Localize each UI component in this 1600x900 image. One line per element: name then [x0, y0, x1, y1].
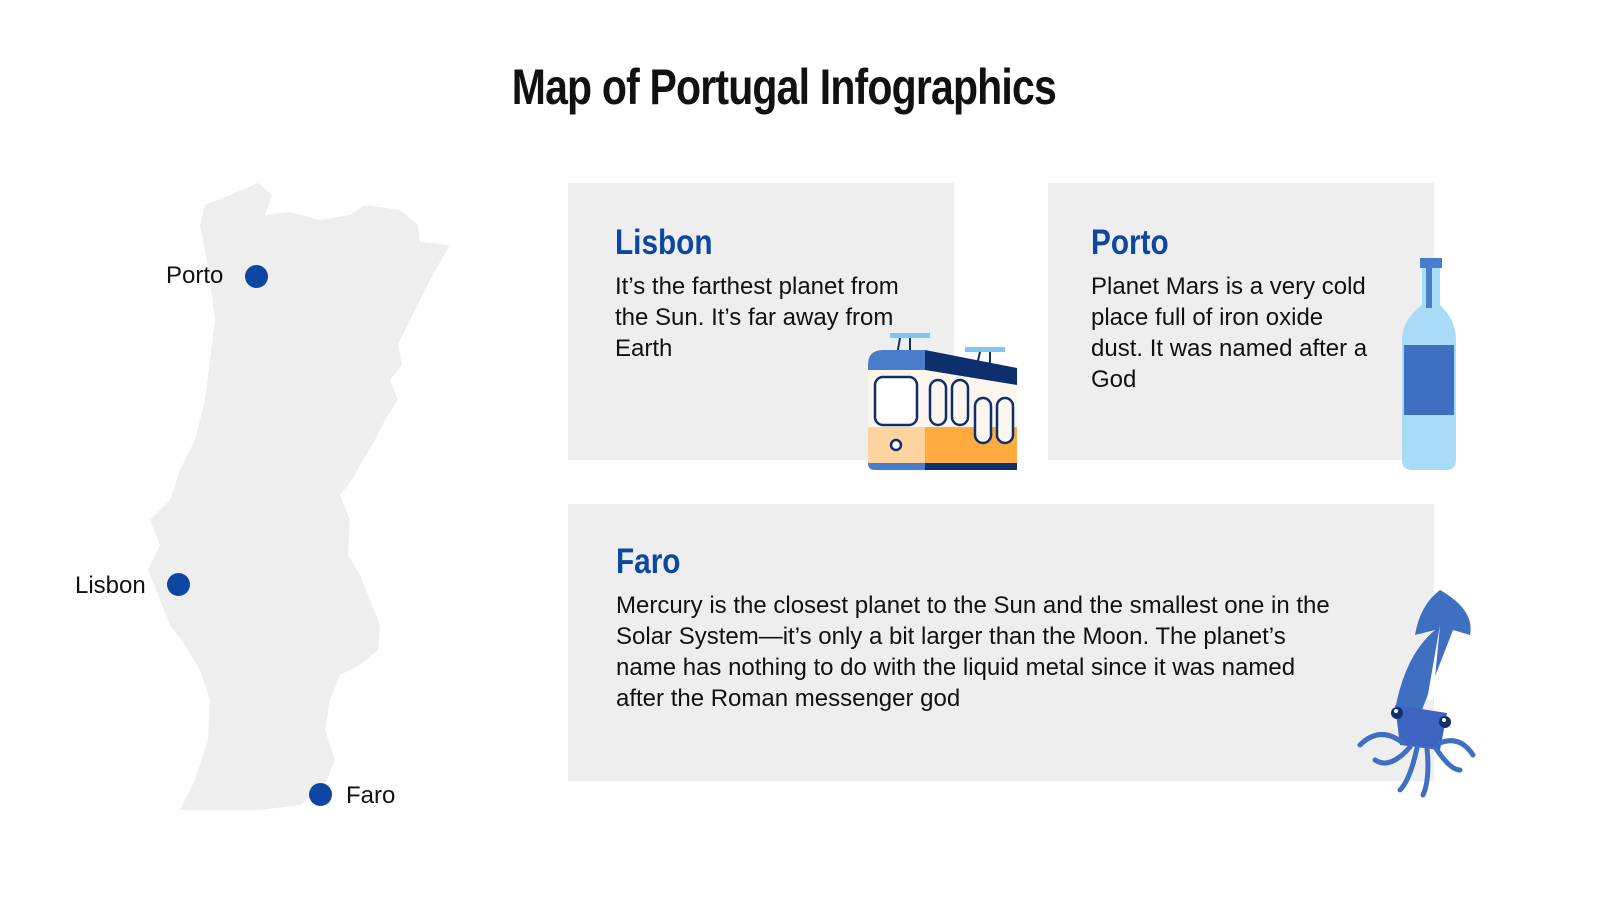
bottle-icon: [1402, 258, 1456, 470]
card-heading: Porto: [1091, 223, 1169, 262]
city-marker-lisbon[interactable]: [167, 573, 190, 596]
card-lisbon: Lisbon It’s the farthest planet from the…: [568, 183, 954, 460]
card-heading: Lisbon: [615, 223, 713, 262]
card-text: Mercury is the closest planet to the Sun…: [616, 592, 1330, 712]
page-title: Map of Portugal Infographics: [511, 59, 1057, 115]
tram-icon: [868, 333, 1017, 470]
portugal-shape: [148, 183, 450, 810]
portugal-map: [148, 183, 450, 810]
card-text: It’s the farthest planet from the Sun. I…: [615, 273, 899, 362]
card-faro: Faro Mercury is the closest planet to th…: [568, 504, 1434, 781]
card-porto: Porto Planet Mars is a very cold place f…: [1048, 183, 1434, 460]
squid-icon: [1357, 590, 1476, 798]
city-marker-faro[interactable]: [309, 783, 332, 806]
city-label-porto: Porto: [166, 262, 224, 289]
card-heading: Faro: [616, 542, 681, 581]
city-marker-porto[interactable]: [245, 265, 268, 288]
city-label-lisbon: Lisbon: [75, 572, 146, 599]
card-text: Planet Mars is a very cold place full of…: [1091, 273, 1368, 393]
city-label-faro: Faro: [346, 782, 396, 809]
